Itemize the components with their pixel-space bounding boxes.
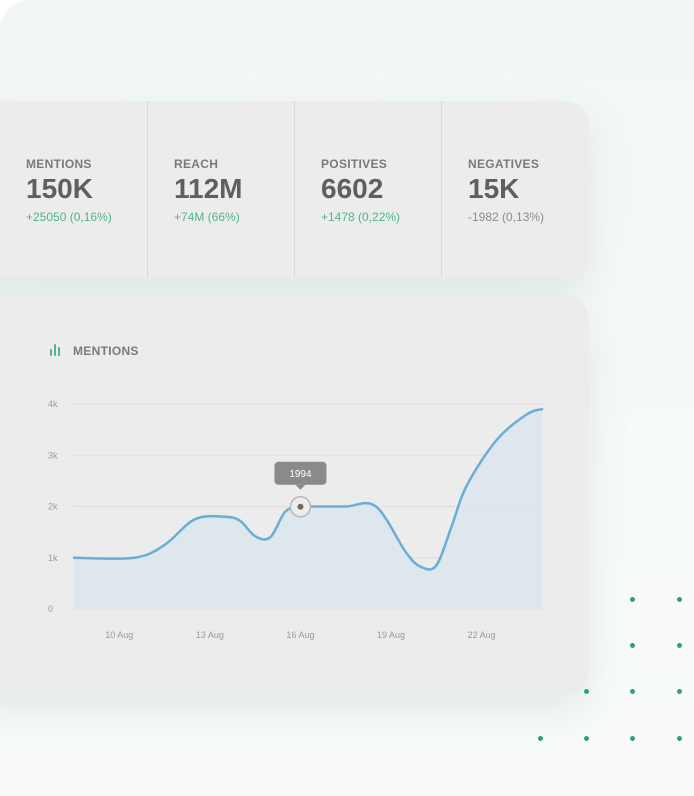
tooltip-box	[274, 461, 327, 485]
tooltip-pointer	[295, 484, 306, 490]
stats-card: MENTIONS 150K +25050 (0,16%) REACH 112M …	[0, 101, 589, 278]
stat-label: MENTIONS	[26, 157, 92, 171]
tooltip-label: 1994	[289, 469, 312, 480]
mentions-chart-card: MENTIONS 0 1k 2k 3k 4k 10 Aug 13 Aug 16 Aug 19 A…	[0, 296, 589, 694]
stat-negatives: NEGATIVES 15K -1982 (0,13%)	[441, 101, 588, 278]
stat-delta: -1982 (0,13%)	[468, 210, 545, 224]
x-tick-label: 13 Aug	[196, 630, 224, 640]
stat-delta: +74M (66%)	[174, 210, 240, 224]
y-tick-label: 1k	[48, 553, 58, 563]
bar-chart-icon	[50, 344, 60, 356]
stat-value: 6602	[321, 173, 384, 204]
stat-reach: REACH 112M +74M (66%)	[147, 101, 294, 278]
stat-label: NEGATIVES	[468, 157, 540, 171]
stat-label: REACH	[174, 157, 219, 171]
stat-mentions: MENTIONS 150K +25050 (0,16%)	[0, 101, 147, 278]
stat-value: 15K	[468, 173, 520, 204]
x-tick-label: 16 Aug	[286, 630, 314, 640]
stat-positives: POSITIVES 6602 +1478 (0,22%)	[294, 101, 441, 278]
x-tick-label: 10 Aug	[105, 630, 133, 640]
stat-delta: +1478 (0,22%)	[321, 210, 401, 224]
y-tick-label: 0	[48, 604, 53, 614]
stat-value: 150K	[26, 173, 93, 204]
chart-title: MENTIONS	[73, 344, 139, 358]
x-tick-label: 19 Aug	[377, 630, 405, 640]
stat-label: POSITIVES	[321, 157, 388, 171]
data-point-dot	[297, 503, 304, 510]
series-line	[72, 407, 544, 571]
y-tick-label: 2k	[48, 502, 58, 512]
x-tick-label: 22 Aug	[468, 630, 496, 640]
y-tick-label: 4k	[48, 399, 58, 409]
stat-delta: +25050 (0,16%)	[26, 210, 112, 224]
y-tick-label: 3k	[48, 450, 58, 460]
mentions-line-chart[interactable]: 0 1k 2k 3k 4k 10 Aug 13 Aug 16 Aug 19 Aug 22 Aug 1…	[0, 296, 589, 694]
stat-value: 112M	[174, 173, 243, 204]
